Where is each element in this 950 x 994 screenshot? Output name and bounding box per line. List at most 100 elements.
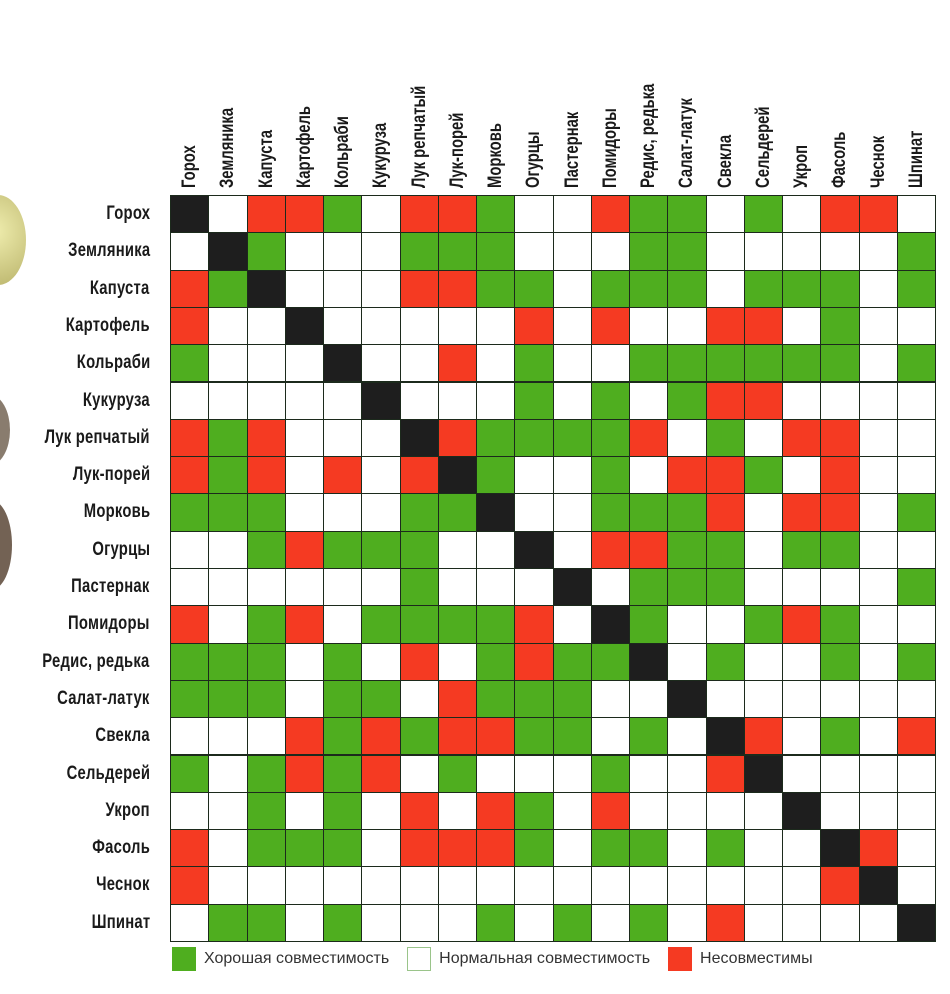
cell-good xyxy=(896,493,936,532)
cell-normal xyxy=(743,679,783,719)
column-label-wrap: Свекла xyxy=(706,18,744,188)
cell-bad xyxy=(246,195,286,234)
cell-bad xyxy=(476,829,516,868)
column-label-wrap: Фасоль xyxy=(820,18,858,188)
cell-normal xyxy=(284,866,324,905)
cell-normal xyxy=(896,605,936,644)
cell-good xyxy=(437,493,477,532)
cell-normal xyxy=(284,418,324,458)
cell-normal xyxy=(514,456,554,495)
legend-swatch xyxy=(668,947,693,971)
cell-bad xyxy=(705,903,745,942)
cell-good xyxy=(323,791,363,831)
cell-normal xyxy=(170,568,210,607)
cell-normal xyxy=(246,866,286,905)
column-label: Редис, редька xyxy=(638,83,659,188)
cell-bad xyxy=(782,493,822,532)
cell-self xyxy=(323,344,363,383)
cell-bad xyxy=(705,456,745,495)
row-label: Картофель xyxy=(65,314,150,336)
cell-normal xyxy=(514,866,554,905)
cell-good xyxy=(246,642,286,681)
column-label: Помидоры xyxy=(599,108,621,188)
cell-good xyxy=(705,530,745,569)
cell-normal xyxy=(552,232,592,271)
cell-good xyxy=(743,195,783,234)
cell-good xyxy=(514,829,554,868)
row-label: Свекла xyxy=(95,725,150,747)
cell-normal xyxy=(667,791,707,831)
cell-good xyxy=(361,605,401,644)
cell-normal xyxy=(667,418,707,458)
cell-normal xyxy=(284,456,324,495)
cell-good xyxy=(476,232,516,271)
cell-good xyxy=(399,605,439,644)
column-label: Кольраби xyxy=(332,116,353,188)
cell-normal xyxy=(361,306,401,346)
cell-bad xyxy=(820,456,860,495)
cell-bad xyxy=(705,306,745,346)
cell-normal xyxy=(705,269,745,308)
cell-bad xyxy=(782,605,822,644)
cell-normal xyxy=(361,418,401,458)
cell-good xyxy=(667,530,707,569)
cell-good xyxy=(284,829,324,868)
row-label: Редис, редька xyxy=(42,650,150,672)
legend-item-normal: Нормальная совместимость xyxy=(407,947,650,971)
cell-normal xyxy=(437,568,477,607)
column-label: Кукуруза xyxy=(370,122,392,188)
column-label: Лук репчатый xyxy=(408,85,430,188)
cell-bad xyxy=(437,679,477,719)
cell-normal xyxy=(667,642,707,681)
column-label-wrap: Салат-латук xyxy=(667,18,705,188)
column-label-wrap: Земляника xyxy=(208,18,246,188)
cell-bad xyxy=(896,717,936,756)
cell-normal xyxy=(208,530,248,569)
cell-normal xyxy=(896,791,936,831)
legend-swatch xyxy=(407,947,432,971)
cell-normal xyxy=(590,903,630,942)
cell-normal xyxy=(705,232,745,271)
cell-normal xyxy=(323,605,363,644)
cell-good xyxy=(552,642,592,681)
cell-normal xyxy=(399,306,439,346)
cell-bad xyxy=(399,829,439,868)
cell-normal xyxy=(284,903,324,942)
column-label: Картофель xyxy=(293,106,315,188)
cell-normal xyxy=(820,232,860,271)
cell-normal xyxy=(437,791,477,831)
cell-normal xyxy=(820,679,860,719)
cell-normal xyxy=(858,642,898,681)
cell-normal xyxy=(476,344,516,383)
cell-normal xyxy=(743,829,783,868)
cell-normal xyxy=(743,568,783,607)
cell-normal xyxy=(896,754,936,793)
cell-normal xyxy=(361,642,401,681)
cell-normal xyxy=(743,866,783,905)
cell-normal xyxy=(399,866,439,905)
column-label-wrap: Морковь xyxy=(476,18,514,188)
cell-good xyxy=(399,232,439,271)
cell-bad xyxy=(667,456,707,495)
cell-bad xyxy=(170,456,210,495)
cell-self xyxy=(590,605,630,644)
cell-good xyxy=(782,344,822,383)
row-label: Чеснок xyxy=(96,874,150,896)
cell-good xyxy=(667,381,707,420)
cell-normal xyxy=(552,344,592,383)
cell-good xyxy=(705,568,745,607)
cell-good xyxy=(246,791,286,831)
cell-normal xyxy=(361,269,401,308)
cell-bad xyxy=(246,456,286,495)
cell-normal xyxy=(208,829,248,868)
cell-normal xyxy=(667,306,707,346)
cell-good xyxy=(514,791,554,831)
cell-normal xyxy=(170,232,210,271)
cell-bad xyxy=(820,493,860,532)
cell-normal xyxy=(896,679,936,719)
cell-normal xyxy=(514,568,554,607)
cell-bad xyxy=(323,456,363,495)
column-label: Салат-латук xyxy=(676,98,698,188)
cell-normal xyxy=(284,381,324,420)
cell-normal xyxy=(361,791,401,831)
